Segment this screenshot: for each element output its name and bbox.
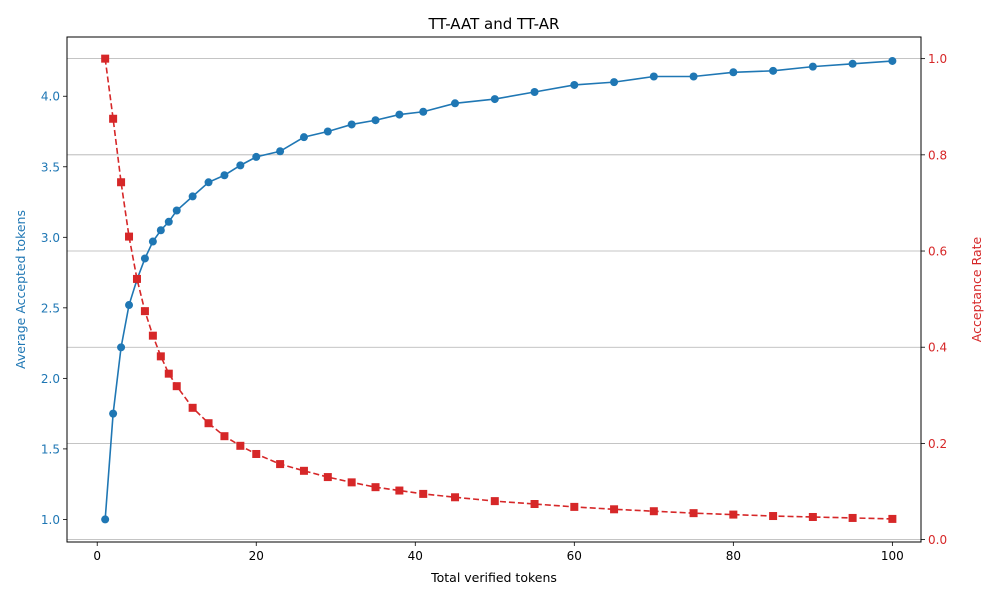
- data-point: [419, 489, 428, 498]
- data-point: [848, 59, 857, 68]
- x-tick-label: 20: [249, 549, 264, 563]
- data-point: [347, 478, 356, 487]
- data-point: [140, 307, 149, 316]
- data-point: [252, 152, 261, 161]
- data-point: [156, 352, 165, 361]
- data-point: [323, 127, 332, 136]
- axis-layer: 0 20 40 60 80 100 1.0 1.5 2.0 2.5 3.0 3.5 4.0 0.0 0.2 0…: [41, 52, 947, 563]
- data-point: [888, 514, 897, 523]
- data-point: [220, 171, 229, 180]
- data-point: [888, 56, 897, 65]
- data-point: [140, 254, 149, 263]
- data-point: [156, 226, 165, 235]
- left-y-tick-label: 3.0: [41, 231, 60, 245]
- left-y-tick-label: 4.0: [41, 90, 60, 104]
- x-tick-label: 0: [93, 549, 101, 563]
- data-point: [323, 473, 332, 482]
- data-point: [371, 116, 380, 125]
- data-point: [204, 178, 213, 187]
- data-point: [729, 68, 738, 77]
- data-point: [299, 133, 308, 142]
- data-point: [204, 419, 213, 428]
- series-layer: [101, 54, 897, 524]
- data-point: [649, 72, 658, 81]
- data-point: [371, 483, 380, 492]
- data-point: [172, 206, 181, 215]
- right-y-tick-label: 0.0: [928, 533, 947, 547]
- data-point: [848, 513, 857, 522]
- data-point: [530, 88, 539, 97]
- left-y-tick-label: 2.0: [41, 372, 60, 386]
- data-point: [769, 66, 778, 75]
- data-point: [610, 505, 619, 514]
- left-y-axis-label: Average Accepted tokens: [13, 210, 28, 369]
- data-point: [164, 369, 173, 378]
- data-point: [117, 343, 126, 352]
- data-point: [164, 217, 173, 226]
- right-y-tick-label: 1.0: [928, 52, 947, 66]
- data-point: [395, 110, 404, 119]
- x-tick-label: 100: [881, 549, 904, 563]
- x-axis-label: Total verified tokens: [430, 570, 557, 585]
- right-y-tick-label: 0.2: [928, 437, 947, 451]
- data-point: [188, 192, 197, 201]
- data-point: [299, 466, 308, 475]
- right-y-tick-label: 0.8: [928, 148, 947, 162]
- data-point: [148, 331, 157, 340]
- data-point: [109, 114, 118, 123]
- data-point: [419, 107, 428, 116]
- data-point: [530, 500, 539, 509]
- left-y-tick-label: 3.5: [41, 160, 60, 174]
- data-point: [451, 493, 460, 502]
- data-point: [769, 512, 778, 521]
- data-point: [649, 507, 658, 516]
- left-y-tick-label: 1.5: [41, 442, 60, 456]
- data-point: [276, 460, 285, 469]
- x-tick-label: 60: [567, 549, 582, 563]
- x-tick-label: 80: [726, 549, 741, 563]
- series-line-acceptance-rate: [104, 58, 893, 520]
- data-point: [132, 274, 141, 283]
- right-y-tick-label: 0.6: [928, 245, 947, 259]
- data-point: [236, 161, 245, 170]
- data-point: [125, 232, 134, 241]
- data-point: [188, 403, 197, 412]
- data-point: [125, 301, 134, 310]
- data-point: [729, 510, 738, 519]
- grid-lines: [67, 58, 921, 540]
- data-point: [808, 62, 817, 71]
- data-point: [689, 509, 698, 518]
- data-point: [490, 497, 499, 506]
- x-tick-label: 40: [408, 549, 423, 563]
- data-point: [101, 54, 110, 63]
- right-y-axis-label: Acceptance Rate: [969, 237, 984, 343]
- data-point: [490, 95, 499, 104]
- data-point: [276, 147, 285, 156]
- chart-title: TT-AAT and TT-AR: [428, 15, 560, 33]
- series-line-average-accepted-tokens: [104, 60, 893, 520]
- data-point: [220, 432, 229, 441]
- data-point: [236, 441, 245, 450]
- data-point: [109, 409, 118, 418]
- left-y-tick-label: 1.0: [41, 513, 60, 527]
- data-point: [610, 78, 619, 87]
- data-point: [570, 80, 579, 89]
- data-point: [347, 120, 356, 129]
- data-point: [117, 178, 126, 187]
- data-point: [451, 99, 460, 108]
- data-point: [148, 237, 157, 246]
- left-y-tick-label: 2.5: [41, 301, 60, 315]
- data-point: [689, 72, 698, 81]
- data-point: [570, 502, 579, 511]
- right-y-tick-label: 0.4: [928, 341, 947, 355]
- data-point: [395, 486, 404, 495]
- plot-frame: [66, 36, 922, 543]
- data-point: [252, 449, 261, 458]
- data-point: [808, 512, 817, 521]
- data-point: [172, 382, 181, 391]
- data-point: [101, 515, 110, 524]
